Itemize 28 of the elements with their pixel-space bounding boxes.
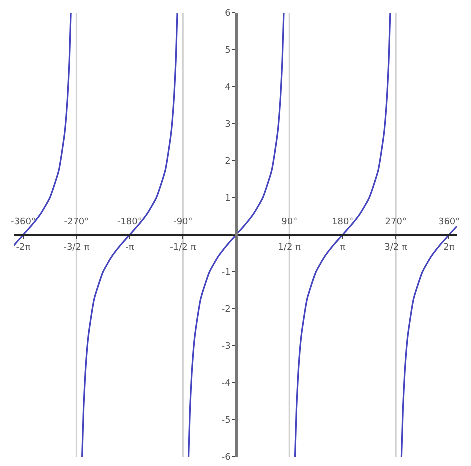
y-tick-label: -4 xyxy=(222,379,232,390)
x-tick-label: 270° xyxy=(385,218,407,228)
x-tick-label: -180° xyxy=(117,218,142,228)
x2-tick-label: 1/2 π xyxy=(278,242,302,253)
y-tick-label: 6 xyxy=(225,9,232,20)
y-tick-label: -6 xyxy=(222,453,232,464)
x2-tick-label: -2π xyxy=(16,242,32,253)
y-tick-label: -3 xyxy=(222,342,231,352)
x-tick-label: -360° xyxy=(10,218,36,228)
x-tick-label: 90° xyxy=(282,218,298,228)
x-tick-label: 180° xyxy=(332,218,354,228)
x2-tick-label: 2π xyxy=(444,242,456,253)
y-tick-label: -1 xyxy=(222,268,231,278)
x2-tick-label: π xyxy=(340,242,346,253)
x-tick-label: 360° xyxy=(438,218,460,228)
x2-tick-label: -1/2 π xyxy=(170,242,197,253)
x2-tick-label: -3/2 π xyxy=(64,242,90,253)
y-tick-label: 1 xyxy=(225,194,231,204)
y-tick-label: -5 xyxy=(222,416,231,426)
x-tick-label: -270° xyxy=(64,218,90,228)
x-tick-label: -90° xyxy=(174,218,193,228)
x2-tick-label: 3/2 π xyxy=(384,242,408,253)
x2-tick-label: -π xyxy=(126,242,135,253)
y-tick-label: 2 xyxy=(225,157,231,168)
y-tick-label: 5 xyxy=(225,46,231,56)
y-tick-label: 3 xyxy=(225,120,231,130)
y-tick-label: -2 xyxy=(222,305,231,316)
y-tick-label: 4 xyxy=(225,83,232,94)
